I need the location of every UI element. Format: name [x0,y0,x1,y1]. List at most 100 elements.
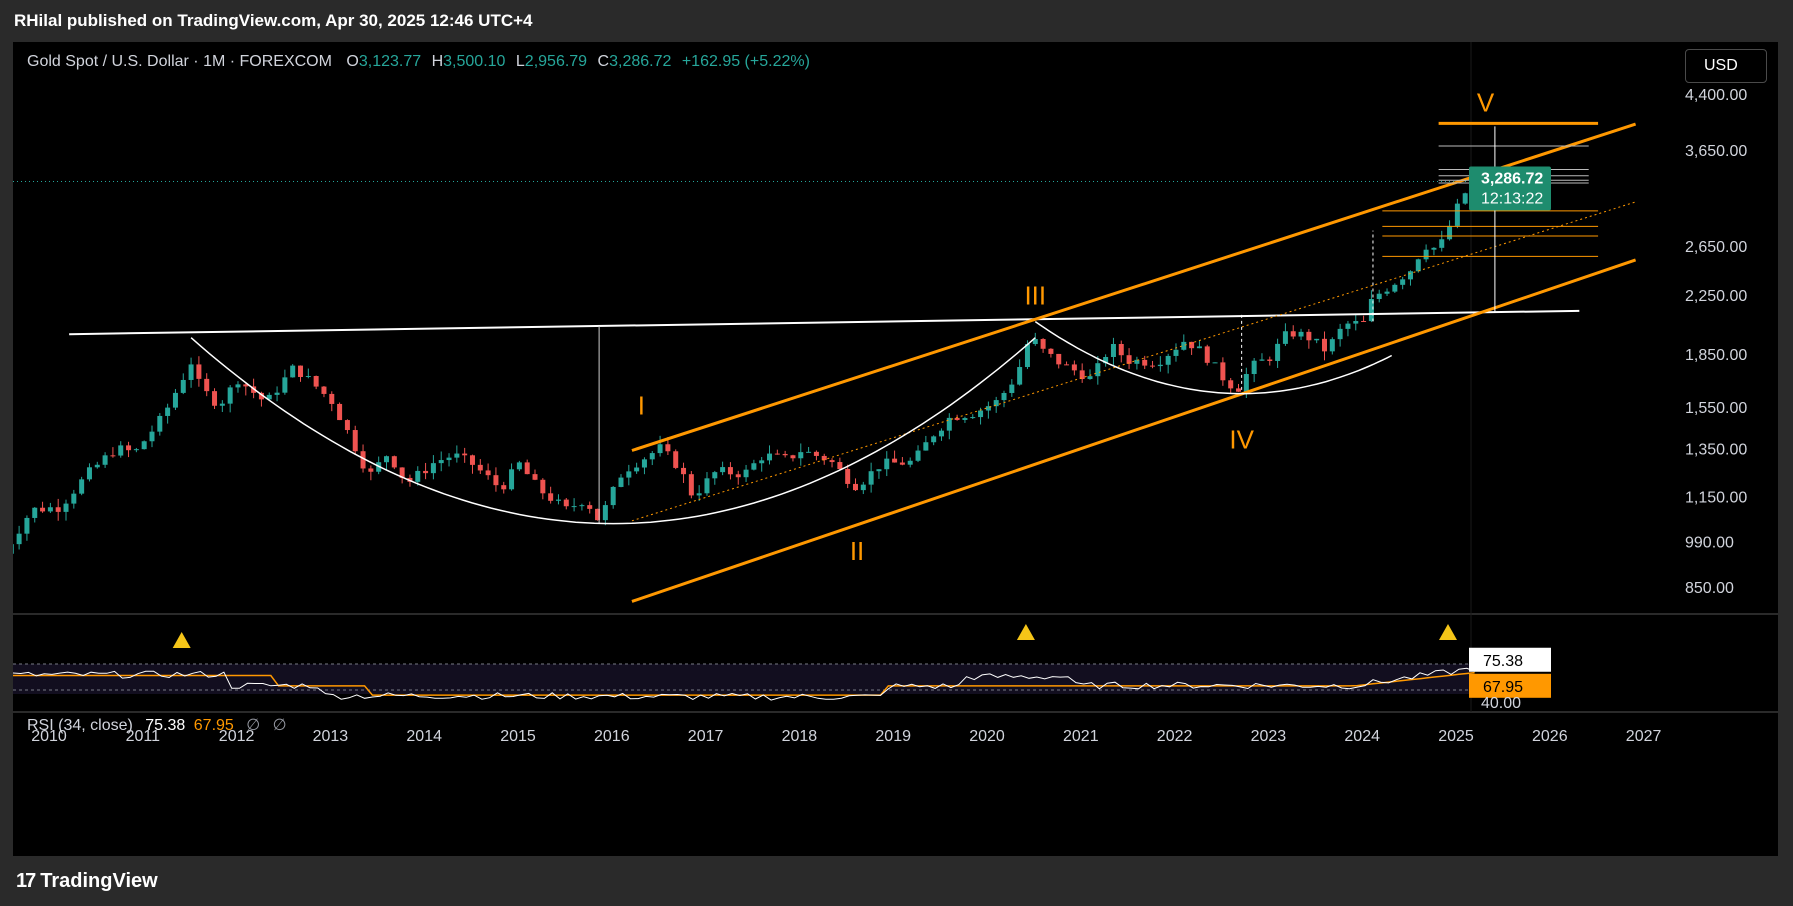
candle-body [399,467,405,478]
candle-body [1142,359,1148,366]
candle-body [813,451,819,456]
candle-body [102,455,108,465]
candle-body [1048,348,1054,354]
price-tag-box [1469,166,1551,211]
candle-body [430,463,436,474]
candle-body [172,392,178,408]
candle-body [704,478,710,494]
candle-body [40,507,46,512]
candle-body [985,406,991,411]
x-tick-label: 2018 [782,728,818,745]
candle-body [79,479,85,494]
rsi-ma-tag-box [1469,673,1551,698]
candle-body [438,460,444,464]
currency-button[interactable]: USD [1685,49,1767,83]
candle-body [282,377,288,393]
open-value: 3,123.77 [358,53,422,70]
candle-body [1001,392,1007,401]
candle-body [71,493,77,504]
rsi-band [13,664,1471,694]
wave-label: II [850,536,864,566]
candle-body [423,470,429,474]
rsi-tag-text: 75.38 [1483,653,1523,670]
hidden-value-icon-1[interactable]: ∅ [246,717,261,734]
change-value: +162.95 (+5.22%) [681,53,810,70]
candle-body [188,364,194,380]
candle-body [290,365,296,378]
candle-body [649,453,655,460]
candle-body [1392,284,1398,292]
candle-body [524,462,530,475]
hidden-value-icon-2[interactable]: ∅ [272,717,287,734]
candle-body [344,420,350,431]
x-tick-label: 2013 [313,728,349,745]
candle-body [13,544,14,554]
candle-body [954,417,960,420]
candle-body [391,456,397,468]
symbol-name: Gold Spot / U.S. Dollar · 1M · FOREXCOM [27,53,332,70]
candle-body [1165,355,1171,365]
candle-body [1361,321,1367,323]
candle-body [548,493,554,501]
candle-body [321,386,327,394]
candle-body [24,517,30,534]
candle-body [681,467,687,475]
chart-panel[interactable]: I II III IV V 4,400.00 3,650.00 2,650.00 2,250.… [13,42,1778,856]
x-tick-label: 2026 [1532,728,1568,745]
candle-body [1040,339,1046,349]
candle-body [1189,341,1195,349]
candle-body [688,474,694,496]
candle-body [258,392,264,400]
rsi-ma-value: 67.95 [193,717,234,734]
candle-body [1415,259,1421,272]
candle-body [415,470,421,482]
tradingview-brand[interactable]: 17 TradingView [16,870,158,893]
candle-body [1407,271,1413,280]
candle-body [1064,364,1070,366]
candle-body [516,462,522,470]
candle-body [1259,359,1265,361]
candle-body [485,470,491,476]
candle-body [1087,376,1093,380]
high-value: 3,500.10 [443,53,506,70]
candle-body [868,471,874,485]
candle-body [1009,384,1015,393]
candle-body [892,458,898,463]
candle-body [383,456,389,463]
candle-body [1337,328,1343,340]
y-tick-label: 1,550.00 [1685,400,1747,417]
candle-body [1243,374,1249,392]
wave-label: III [1024,281,1046,311]
candle-body [1368,298,1374,322]
x-tick-label: 2024 [1344,728,1380,745]
candle-body [587,505,593,509]
candle-body [1275,343,1281,361]
candle-body [962,418,968,420]
candle-body [1126,355,1132,364]
y-tick-label: 3,650.00 [1685,143,1747,160]
x-tick-label: 2021 [1063,728,1099,745]
candle-body [735,474,741,478]
candle-body [1079,370,1085,380]
candle-body [55,507,61,512]
candle-body [1282,331,1288,344]
y-tick-label: 4,400.00 [1685,87,1747,104]
candle-body [884,458,890,470]
candle-body [821,455,827,461]
candle-body [540,479,546,494]
wave-label: V [1477,88,1495,118]
candle-body [86,467,92,480]
candle-body [727,467,733,475]
candle-body [1196,346,1202,349]
candle-body [641,459,647,468]
candle-body [1095,363,1101,377]
y-tick-label: 990.00 [1685,534,1734,551]
candle-body [313,376,319,387]
candle-body [1321,338,1327,352]
rsi-tag-box [1469,647,1551,672]
neckline [69,309,1580,336]
candle-body [368,468,374,472]
warning-icon [1439,624,1457,640]
x-tick-label: 2010 [31,728,67,745]
